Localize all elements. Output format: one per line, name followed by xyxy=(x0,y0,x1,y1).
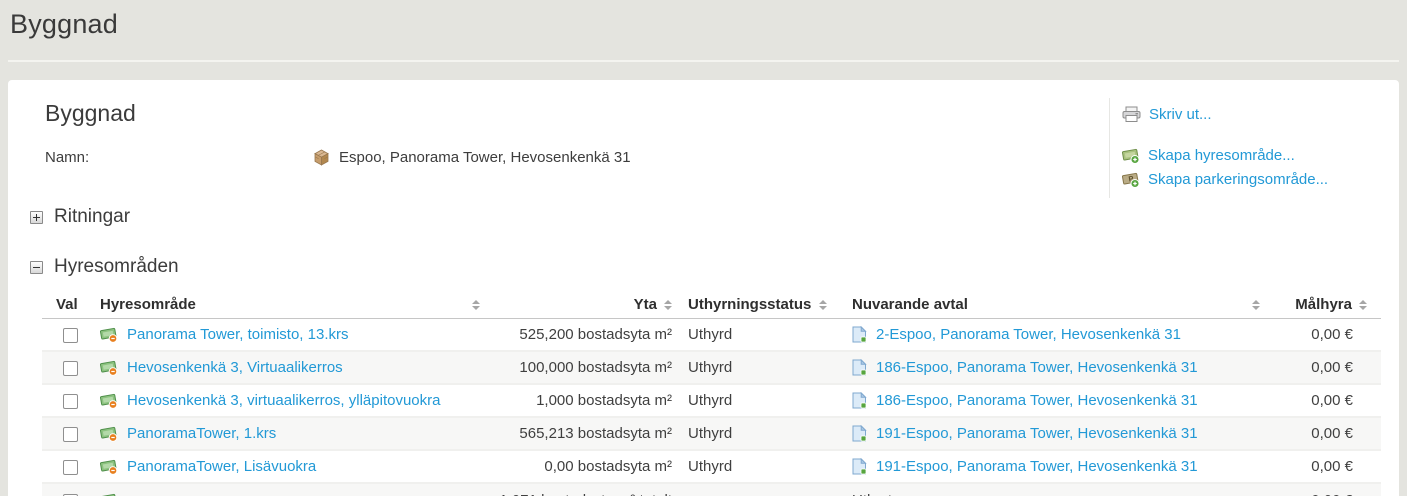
contract-document-icon xyxy=(852,359,867,376)
target-rent-cell: 0,00 € xyxy=(1268,450,1381,484)
table-row: Hevosenkenkä 3, Virtuaalikerros 100,000 … xyxy=(42,351,1381,385)
section-hyresomraden: Hyresområden xyxy=(30,256,179,278)
yta-cell: 1,071 bostadsyta m² totalt xyxy=(488,483,678,496)
yta-cell: 565,213 bostadsyta m² xyxy=(488,417,678,451)
row-checkbox[interactable] xyxy=(63,327,78,343)
target-rent-cell: 0,00 € xyxy=(1268,483,1381,496)
section-hyresomraden-label: Hyresområden xyxy=(54,256,179,277)
col-header-yta-label: Yta xyxy=(633,296,657,314)
row-checkbox[interactable] xyxy=(63,361,78,376)
expand-icon[interactable] xyxy=(30,210,43,224)
create-rental-area-icon xyxy=(1122,147,1140,164)
col-header-hyresomrade-label: Hyresområde xyxy=(100,296,196,314)
rental-area-icon xyxy=(100,458,118,475)
rental-areas-table: Val Hyresområde Yta Uthyrningsstatus Nuv… xyxy=(42,292,1381,496)
target-rent-cell: 0,00 € xyxy=(1268,351,1381,385)
table-row: Hevosenkenkä 3, virtuaalikerros, ylläpit… xyxy=(42,384,1381,418)
contract-link[interactable]: 186-Espoo, Panorama Tower, Hevosenkenkä … xyxy=(876,392,1198,409)
col-header-malhyra[interactable]: Målhyra xyxy=(1268,292,1381,319)
name-label: Namn: xyxy=(45,149,90,166)
rental-area-icon xyxy=(100,492,118,496)
status-cell xyxy=(678,483,842,496)
table-row: 1,071 bostadsyta m² totalt Uthyrt 0,00 € xyxy=(42,483,1381,496)
building-name-value: Espoo, Panorama Tower, Hevosenkenkä 31 xyxy=(313,149,631,166)
contract-link[interactable]: 191-Espoo, Panorama Tower, Hevosenkenkä … xyxy=(876,425,1198,442)
print-link-label: Skriv ut... xyxy=(1149,106,1212,123)
sort-icon[interactable] xyxy=(664,299,672,310)
printer-icon xyxy=(1122,106,1141,123)
rental-area-link[interactable]: Panorama Tower, toimisto, 13.krs xyxy=(127,325,349,343)
svg-text:P: P xyxy=(1128,174,1135,184)
col-header-val: Val xyxy=(42,292,92,319)
col-header-yta[interactable]: Yta xyxy=(488,292,678,319)
target-rent-cell: 0,00 € xyxy=(1268,318,1381,352)
sort-icon[interactable] xyxy=(1359,299,1367,310)
col-header-uthyrningsstatus[interactable]: Uthyrningsstatus xyxy=(678,292,842,319)
sort-icon[interactable] xyxy=(1252,299,1260,310)
contract-link[interactable]: 186-Espoo, Panorama Tower, Hevosenkenkä … xyxy=(876,359,1198,376)
yta-cell: 525,200 bostadsyta m² xyxy=(488,318,678,352)
status-cell: Uthyrd xyxy=(678,318,842,352)
contract-document-icon xyxy=(852,458,867,475)
table-row: Panorama Tower, toimisto, 13.krs 525,200… xyxy=(42,318,1381,352)
contract-link[interactable]: 191-Espoo, Panorama Tower, Hevosenkenkä … xyxy=(876,458,1198,475)
col-header-malhyra-label: Målhyra xyxy=(1295,296,1352,314)
sort-icon[interactable] xyxy=(819,299,828,310)
col-header-nuvarande-avtal[interactable]: Nuvarande avtal xyxy=(842,292,1268,319)
rental-area-icon xyxy=(100,359,118,376)
section-ritningar: Ritningar xyxy=(30,206,130,228)
rental-area-icon xyxy=(100,326,118,343)
title-divider xyxy=(8,60,1399,62)
create-parking-area-icon: P xyxy=(1122,171,1140,188)
create-rental-area-label: Skapa hyresområde... xyxy=(1148,147,1295,164)
target-rent-cell: 0,00 € xyxy=(1268,417,1381,451)
card-heading: Byggnad xyxy=(45,100,136,126)
row-checkbox[interactable] xyxy=(63,460,78,475)
print-link[interactable]: Skriv ut... xyxy=(1122,106,1393,123)
target-rent-cell: 0,00 € xyxy=(1268,384,1381,418)
yta-cell: 0,00 bostadsyta m² xyxy=(488,450,678,484)
building-name-text: Espoo, Panorama Tower, Hevosenkenkä 31 xyxy=(339,149,631,166)
table-header-row: Val Hyresområde Yta Uthyrningsstatus Nuv… xyxy=(42,292,1381,319)
contract-link[interactable]: Uthyrt xyxy=(852,492,892,496)
building-cube-icon xyxy=(313,149,330,166)
status-cell: Uthyrd xyxy=(678,351,842,385)
building-card: Byggnad Namn: Espoo, Panorama Tower, Hev… xyxy=(8,80,1399,496)
col-header-nuvarande-avtal-label: Nuvarande avtal xyxy=(852,296,968,314)
row-checkbox[interactable] xyxy=(63,394,78,409)
rental-area-link[interactable]: Hevosenkenkä 3, Virtuaalikerros xyxy=(127,359,343,376)
col-header-uthyrningsstatus-label: Uthyrningsstatus xyxy=(688,296,812,314)
col-header-hyresomrade[interactable]: Hyresområde xyxy=(92,292,488,319)
rental-area-link[interactable]: PanoramaTower, 1.krs xyxy=(127,425,277,442)
rental-area-link[interactable]: PanoramaTower, Lisävuokra xyxy=(127,458,317,475)
status-cell: Uthyrd xyxy=(678,384,842,418)
contract-document-icon xyxy=(852,392,867,409)
collapse-icon[interactable] xyxy=(30,260,43,274)
section-ritningar-label: Ritningar xyxy=(54,206,131,227)
status-cell: Uthyrd xyxy=(678,450,842,484)
building-name-row: Namn: Espoo, Panorama Tower, Hevosenkenk… xyxy=(45,149,631,166)
row-checkbox[interactable] xyxy=(63,427,78,442)
create-parking-area-label: Skapa parkeringsområde... xyxy=(1148,171,1329,188)
table-row: PanoramaTower, Lisävuokra 0,00 bostadsyt… xyxy=(42,450,1381,484)
rental-area-link[interactable]: Hevosenkenkä 3, virtuaalikerros, ylläpit… xyxy=(127,392,441,409)
sort-icon[interactable] xyxy=(472,299,480,310)
page-title: Byggnad xyxy=(10,9,118,39)
rental-area-icon xyxy=(100,392,118,409)
status-cell: Uthyrd xyxy=(678,417,842,451)
contract-document-icon xyxy=(852,325,867,343)
yta-cell: 1,000 bostadsyta m² xyxy=(488,384,678,418)
rental-area-icon xyxy=(100,425,118,442)
table-row: PanoramaTower, 1.krs 565,213 bostadsyta … xyxy=(42,417,1381,451)
contract-document-icon xyxy=(852,425,867,442)
row-checkbox[interactable] xyxy=(63,493,78,496)
actions-panel: Skriv ut... Skapa hyresområde... xyxy=(1109,98,1393,198)
create-parking-area-link[interactable]: P Skapa parkeringsområde... xyxy=(1122,171,1393,188)
contract-link[interactable]: 2-Espoo, Panorama Tower, Hevosenkenkä 31 xyxy=(876,325,1181,343)
create-rental-area-link[interactable]: Skapa hyresområde... xyxy=(1122,147,1393,164)
yta-cell: 100,000 bostadsyta m² xyxy=(488,351,678,385)
